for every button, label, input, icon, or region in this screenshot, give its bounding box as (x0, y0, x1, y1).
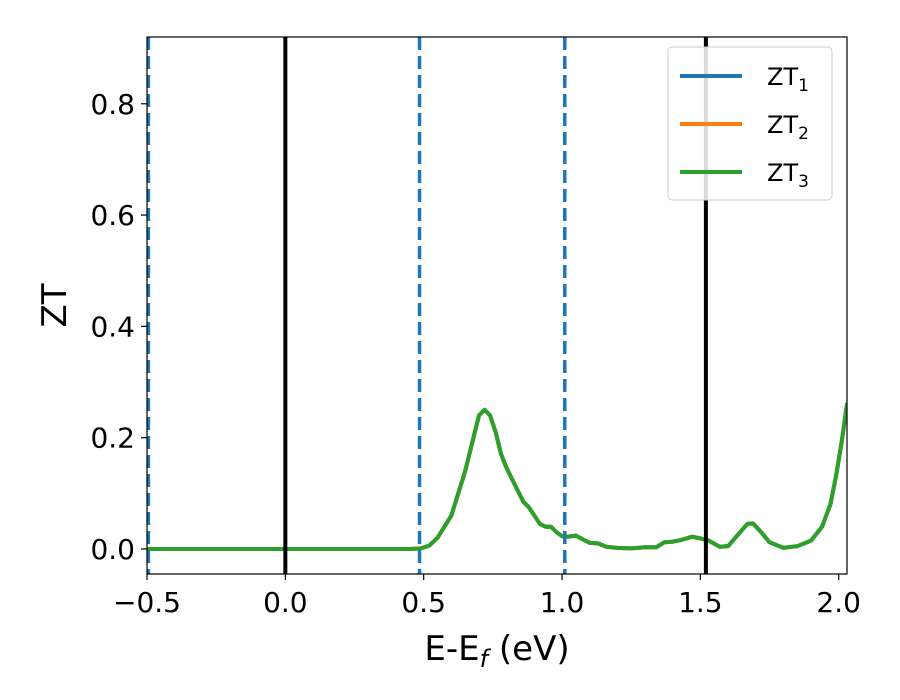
y-axis-ticks: 0.0 0.2 0.4 0.6 0.8 (90, 88, 147, 566)
x-tick-label: 0.5 (401, 586, 446, 619)
series-layer (147, 402, 847, 551)
x-tick-label: 2.0 (816, 586, 861, 619)
x-tick-label: 1.0 (540, 586, 585, 619)
y-axis-label: ZT (35, 283, 75, 327)
plot-frame (146, 36, 848, 575)
x-axis-label-main: E-E (424, 629, 479, 669)
x-tick-label: 1.5 (678, 586, 723, 619)
x-axis-label-suffix: (eV) (488, 629, 570, 669)
legend-label-zt2: ZT2 (767, 111, 809, 144)
x-axis-ticks: −0.5 0.0 0.5 1.0 1.5 2.0 (113, 574, 861, 619)
y-tick-label: 0.6 (90, 199, 135, 232)
reference-lines (147, 37, 708, 574)
y-tick-label: 0.4 (90, 310, 135, 343)
x-tick-label: 0.0 (263, 586, 308, 619)
legend-box (667, 46, 833, 201)
x-axis-label: E-Ef (eV) (424, 629, 569, 673)
y-tick-label: 0.0 (90, 533, 135, 566)
x-tick-label: −0.5 (113, 586, 181, 619)
y-tick-label: 0.2 (90, 422, 135, 455)
legend: ZT1 ZT2 ZT3 (667, 46, 833, 201)
legend-label-zt1: ZT1 (767, 63, 809, 96)
y-tick-label: 0.8 (90, 88, 135, 121)
legend-label-zt3: ZT3 (767, 159, 809, 192)
series-line-zt3 (147, 402, 847, 551)
